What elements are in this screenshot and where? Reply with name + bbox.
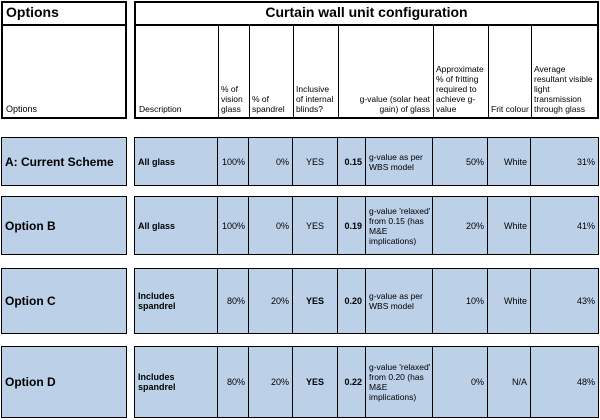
spandrel-cell: 20% — [270, 377, 289, 387]
table-row: Includes spandrel 80% 20% YES 0.22 g-val… — [134, 346, 599, 418]
col-header-description: Description — [139, 104, 182, 114]
col-header-frit-colour: Frit colour — [491, 104, 529, 114]
blinds-cell: YES — [305, 220, 324, 231]
g-value-cell: 0.15 — [344, 156, 362, 167]
blinds-cell: YES — [305, 296, 324, 306]
table-row: All glass 100% 0% YES 0.19 g-value 'rela… — [134, 196, 599, 255]
option-name: Option B — [5, 218, 56, 233]
vlt-cell: 41% — [576, 220, 595, 231]
options-header-box: Options Options — [1, 1, 127, 119]
frit-colour-cell: White — [503, 156, 527, 167]
vision-cell: 80% — [226, 377, 245, 387]
options-column-label: Options — [6, 104, 38, 114]
fritting-cell: 20% — [465, 220, 484, 231]
description-cell: All glass — [138, 220, 176, 231]
option-name: A: Current Scheme — [5, 154, 114, 169]
vlt-cell: 43% — [576, 296, 595, 306]
g-note-cell: g-value 'relaxed' from 0.20 (has M&E imp… — [369, 362, 431, 402]
option-b-label-cell: Option B — [1, 196, 127, 255]
g-note-cell: g-value as per WBS model — [369, 151, 423, 172]
blinds-cell: YES — [305, 156, 324, 167]
spandrel-cell: 0% — [275, 156, 289, 167]
g-value-cell: 0.22 — [344, 377, 362, 387]
col-header-light-transmission: Average resultant visible light transmis… — [534, 64, 593, 114]
description-cell: All glass — [138, 156, 176, 167]
description-cell: Includes spandrel — [138, 372, 176, 392]
options-title: Options — [3, 3, 125, 26]
option-c-label-cell: Option C — [1, 268, 127, 334]
vlt-cell: 31% — [576, 156, 595, 167]
vision-cell: 80% — [226, 296, 245, 306]
g-note-cell: g-value as per WBS model — [369, 291, 423, 311]
vlt-cell: 48% — [576, 377, 595, 387]
spandrel-cell: 20% — [270, 296, 289, 306]
vision-cell: 100% — [221, 156, 245, 167]
spandrel-cell: 0% — [275, 220, 289, 231]
fritting-cell: 10% — [465, 296, 484, 306]
fritting-cell: 50% — [465, 156, 484, 167]
option-d-label-cell: Option D — [1, 346, 127, 418]
frit-colour-cell: White — [503, 220, 527, 231]
table-row: All glass 100% 0% YES 0.15 g-value as pe… — [134, 137, 599, 186]
config-header-box: Curtain wall unit configuration Descript… — [134, 1, 599, 119]
frit-colour-cell: N/A — [511, 377, 527, 387]
description-cell: Includes spandrel — [138, 291, 176, 311]
blinds-cell: YES — [305, 377, 324, 387]
option-name: Option C — [5, 294, 56, 308]
config-title: Curtain wall unit configuration — [136, 3, 597, 26]
g-value-cell: 0.20 — [344, 296, 362, 306]
fritting-cell: 0% — [470, 377, 484, 387]
option-name: Option D — [5, 375, 56, 389]
g-note-cell: g-value 'relaxed' from 0.15 (has M&E imp… — [369, 205, 431, 246]
col-header-internal-blinds: Inclusive of internal blinds? — [296, 84, 334, 114]
g-value-cell: 0.19 — [344, 220, 362, 231]
option-a-label-cell: A: Current Scheme — [1, 137, 127, 186]
table-row: Includes spandrel 80% 20% YES 0.20 g-val… — [134, 268, 599, 334]
col-header-g-value: g-value (solar heat gain) of glass — [359, 94, 430, 114]
col-header-fritting: Approximate % of fritting required to ac… — [436, 64, 484, 114]
frit-colour-cell: White — [503, 296, 527, 306]
col-header-spandrel: % of spandrel — [252, 94, 285, 114]
col-header-vision-glass: % of vision glass — [221, 84, 243, 114]
vision-cell: 100% — [221, 220, 245, 231]
